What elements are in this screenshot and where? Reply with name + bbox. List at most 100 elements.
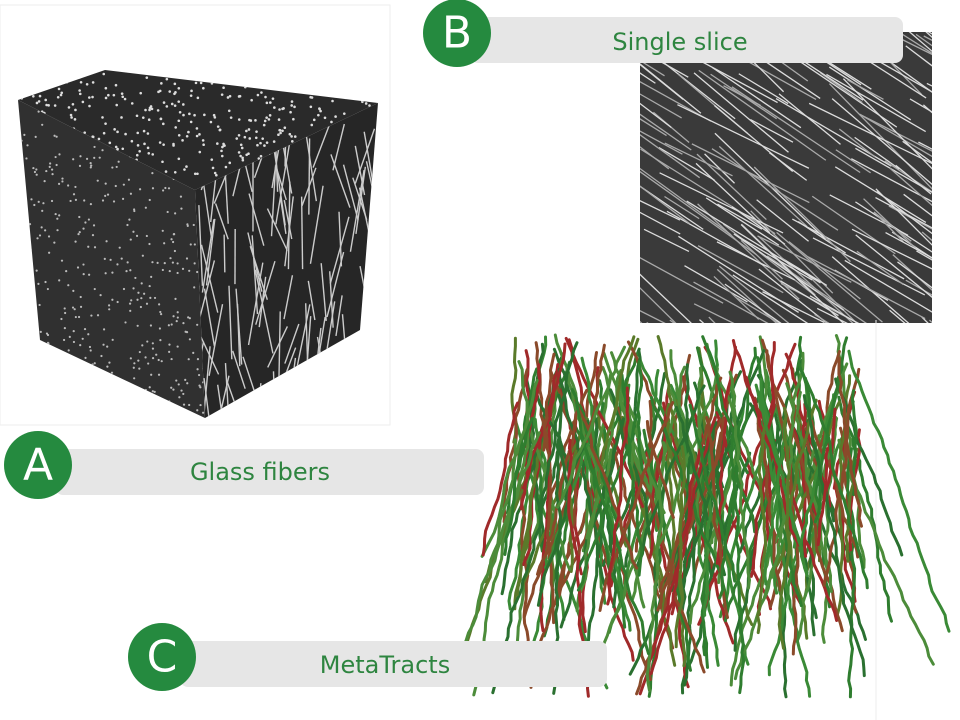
- fiber: [799, 58, 864, 101]
- fiber-dot: [136, 298, 139, 301]
- fiber-dot: [85, 157, 89, 160]
- fiber-dot: [71, 306, 75, 309]
- fiber-dot: [182, 403, 186, 406]
- fiber: [757, 235, 852, 283]
- fiber: [855, 201, 932, 253]
- fiber: [640, 118, 667, 137]
- fiber-dot: [82, 263, 85, 266]
- fiber-dot: [56, 217, 59, 220]
- fiber: [228, 285, 233, 360]
- fiber: [283, 275, 294, 320]
- fiber-dot: [187, 130, 190, 134]
- fiber-dot: [182, 113, 185, 117]
- fiber-dot: [60, 91, 64, 95]
- fiber-dot: [334, 115, 337, 118]
- fiber: [750, 119, 794, 143]
- fiber-dot: [63, 326, 66, 330]
- fiber-dot: [90, 314, 93, 317]
- tract: [756, 423, 768, 635]
- fiber-dot: [56, 229, 59, 232]
- fiber-dot: [227, 109, 231, 113]
- fiber-dot: [151, 342, 154, 345]
- fiber-dot: [186, 382, 189, 385]
- fiber-dot: [116, 263, 119, 266]
- fiber-dot: [109, 258, 112, 261]
- tract: [570, 388, 650, 656]
- fiber-dot: [164, 170, 168, 173]
- fiber-dot: [69, 113, 73, 117]
- fiber: [724, 283, 782, 323]
- fiber-dot: [185, 165, 188, 168]
- fiber: [275, 149, 279, 192]
- fiber-dot: [198, 133, 201, 136]
- fiber-dot: [91, 135, 94, 138]
- fiber-dot: [317, 113, 320, 117]
- fiber-dot: [47, 104, 50, 107]
- fiber-dot: [56, 95, 60, 99]
- fiber-dot: [129, 309, 132, 312]
- fiber: [354, 128, 376, 184]
- fiber-dot: [342, 112, 346, 115]
- cube-right: [195, 103, 378, 418]
- fiber-dot: [185, 134, 189, 138]
- fiber: [889, 309, 906, 323]
- fiber: [198, 205, 204, 286]
- fiber-dot: [148, 108, 151, 112]
- fiber-dot: [128, 302, 132, 305]
- fiber-dot: [241, 158, 245, 162]
- fiber: [201, 346, 211, 418]
- fiber-dot: [104, 272, 107, 275]
- fiber-dot: [105, 240, 108, 243]
- fiber-dot: [136, 131, 140, 135]
- fiber: [342, 164, 359, 221]
- fiber-dot: [174, 212, 177, 215]
- tract: [637, 351, 692, 475]
- fiber-dot: [32, 94, 35, 98]
- fiber: [355, 166, 367, 234]
- fiber-dot: [53, 104, 57, 107]
- fiber-dot: [161, 229, 164, 232]
- fiber-dot: [139, 91, 143, 95]
- fiber-dot: [37, 200, 40, 203]
- fiber: [705, 197, 780, 246]
- fiber-dot: [161, 268, 164, 272]
- fiber-dot: [271, 97, 275, 100]
- fiber-dot: [193, 243, 196, 246]
- fiber-dot: [169, 257, 172, 260]
- fiber-dot: [178, 110, 182, 114]
- fiber: [640, 93, 682, 119]
- fiber-dot: [53, 241, 56, 244]
- fiber-dot: [180, 207, 183, 210]
- cube-image: [18, 70, 378, 418]
- fiber: [697, 245, 784, 294]
- tract: [816, 447, 829, 547]
- fiber-dot: [188, 338, 191, 341]
- fiber-dot: [187, 316, 190, 319]
- fiber-dot: [130, 139, 134, 143]
- fiber-dot: [273, 106, 276, 109]
- fiber-dot: [241, 156, 244, 160]
- fiber-dot: [309, 95, 312, 99]
- fiber-dot: [228, 161, 232, 165]
- fiber: [640, 59, 665, 77]
- fiber: [903, 193, 932, 217]
- fiber-dot: [91, 234, 95, 237]
- panel-label: MetaTracts: [320, 651, 450, 679]
- fiber-dot: [177, 383, 180, 386]
- fiber-dot: [138, 150, 141, 153]
- fiber: [909, 98, 932, 113]
- fiber: [275, 136, 292, 225]
- fiber-dot: [239, 154, 242, 158]
- fiber-dot: [67, 106, 71, 109]
- fiber: [640, 113, 692, 151]
- fiber: [717, 203, 763, 230]
- fiber: [300, 196, 304, 270]
- fiber-dot: [39, 330, 42, 333]
- fiber-dot: [173, 249, 177, 253]
- fiber: [203, 378, 213, 418]
- fiber-dot: [58, 153, 61, 156]
- fiber-dot: [113, 128, 116, 131]
- fiber-dot: [42, 202, 45, 205]
- fiber-dot: [293, 105, 296, 109]
- fiber: [308, 138, 311, 215]
